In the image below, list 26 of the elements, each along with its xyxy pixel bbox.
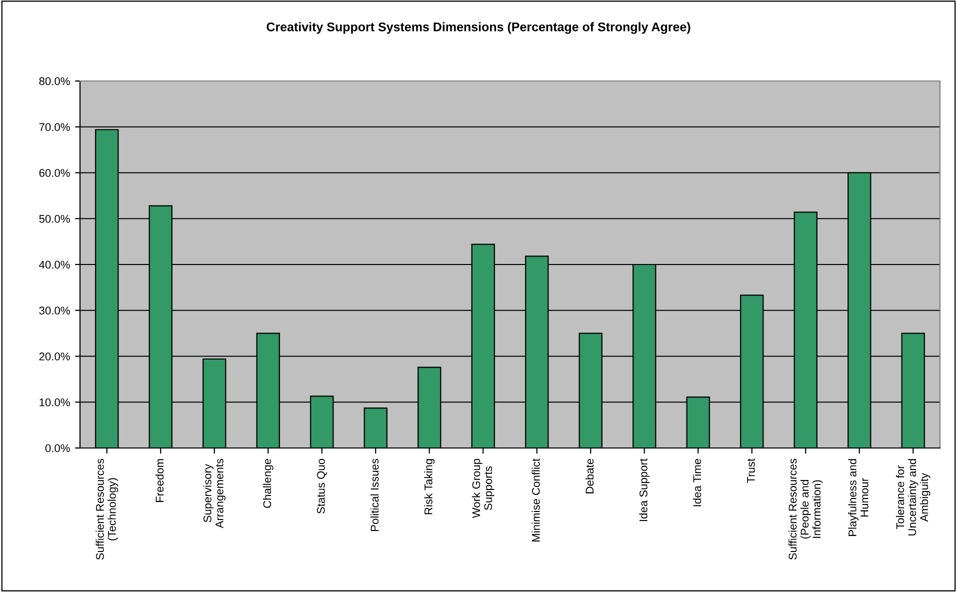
chart-title: Creativity Support Systems Dimensions (Percentage of Strongly Agree): [266, 22, 690, 34]
y-tick-label: 20.0%: [39, 352, 70, 360]
y-tick-label: 60.0%: [39, 169, 70, 177]
x-tick-label: Challenge: [262, 458, 274, 508]
y-tick-label: 80.0%: [39, 77, 70, 86]
y-tick-label: 40.0%: [39, 260, 70, 269]
x-tick-label: Idea Time: [692, 458, 702, 506]
y-tick-label: 10.0%: [40, 398, 70, 406]
y-tick-label: 30.0%: [39, 306, 70, 315]
x-tick-label: Freedom: [155, 459, 164, 502]
y-tick-label: 70.0%: [39, 123, 70, 132]
x-tick-label: Debate: [585, 458, 594, 494]
x-tick-label: Tolerance for Uncertainty and Ambiguity: [896, 459, 930, 536]
x-tick-label: Minimise Conflict: [532, 458, 540, 542]
x-tick-label: Sufficient Resources (Technology): [96, 458, 118, 560]
x-tick-label: Playfulness and Humour: [848, 459, 868, 536]
x-tick-label: Status Quo: [316, 458, 327, 514]
x-tick-label: Risk Taking: [424, 459, 435, 514]
x-tick-label: Supervisory Arrangements: [203, 458, 226, 528]
y-tick-label: 50.0%: [39, 214, 70, 223]
x-tick-label: Work Group Supports: [472, 458, 494, 518]
x-tick-label: Political Issues: [370, 458, 379, 531]
x-tick-label: Sufficient Resources (People and Information): [788, 458, 823, 560]
x-tick-label: Idea Support: [639, 458, 650, 522]
x-tick-label: Trust: [747, 458, 755, 484]
y-tick-label: 0.0%: [45, 444, 70, 452]
